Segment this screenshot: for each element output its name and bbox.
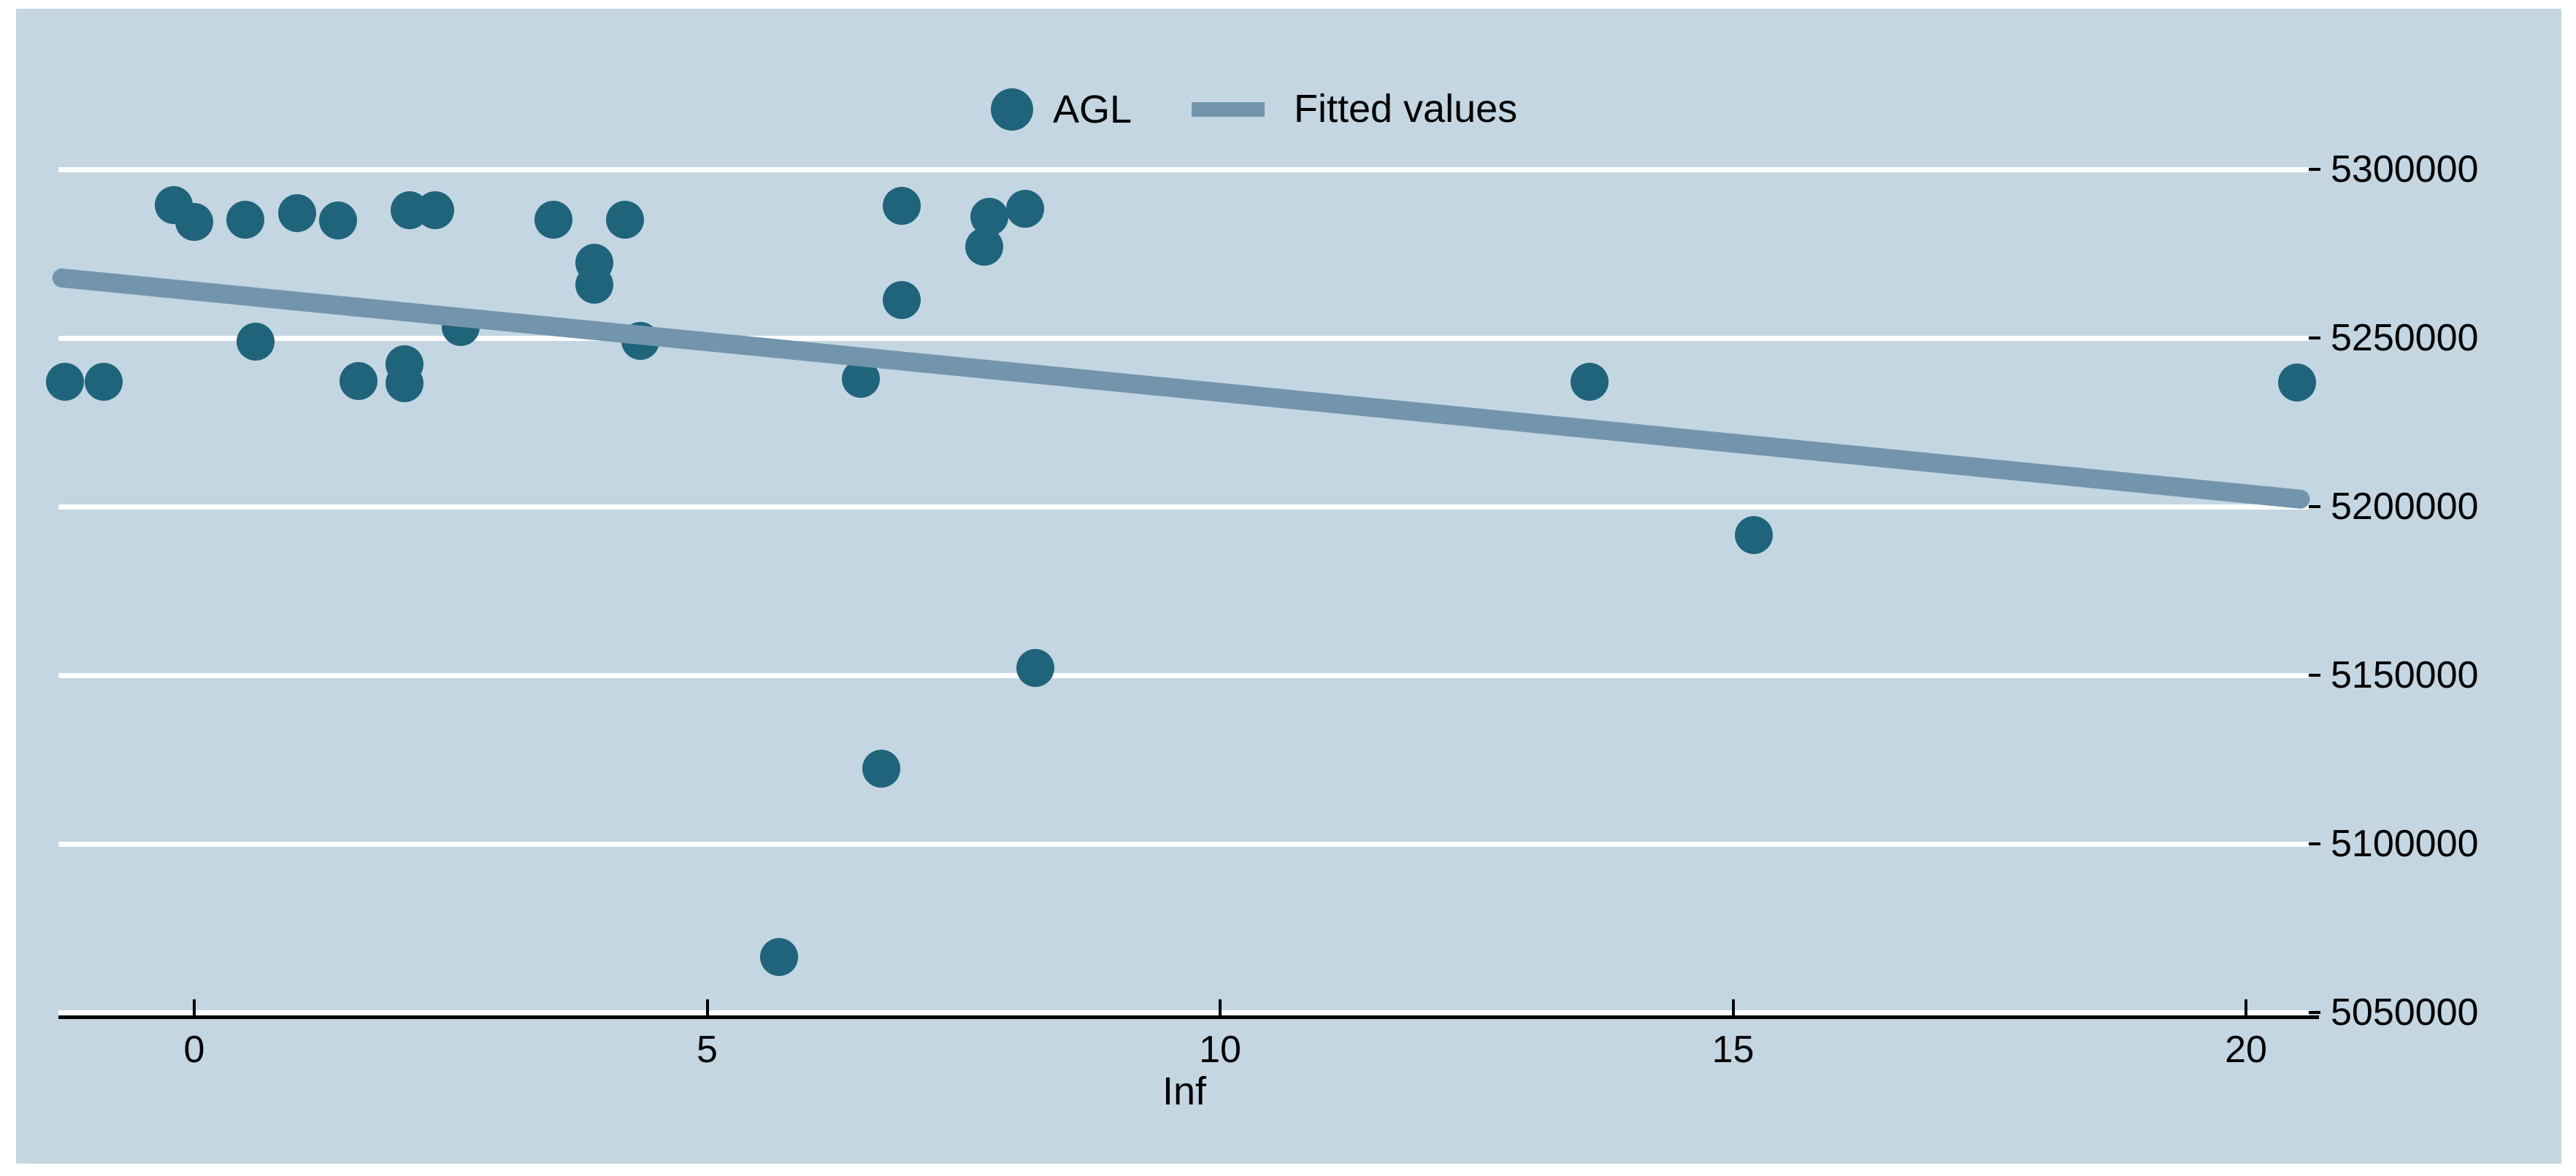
x-tick-label: 20 bbox=[2225, 1029, 2267, 1071]
x-axis-tick bbox=[705, 999, 709, 1015]
legend-marker-line bbox=[1192, 102, 1265, 117]
x-axis-tick bbox=[1219, 999, 1222, 1015]
data-point bbox=[226, 201, 265, 239]
y-axis-tick bbox=[2309, 505, 2320, 508]
data-point bbox=[1734, 516, 1773, 555]
x-tick-label: 10 bbox=[1199, 1029, 1241, 1071]
gridline bbox=[58, 842, 2309, 847]
data-point bbox=[862, 749, 901, 788]
x-tick-label: 0 bbox=[183, 1029, 205, 1071]
x-axis-line bbox=[58, 1015, 2319, 1019]
y-tick-label: 5300000 bbox=[2331, 148, 2479, 191]
data-point bbox=[2278, 364, 2317, 402]
y-tick-label: 5050000 bbox=[2331, 991, 2479, 1034]
legend-marker-circle bbox=[991, 88, 1033, 131]
data-point bbox=[606, 201, 645, 239]
data-point bbox=[970, 197, 1008, 236]
data-point bbox=[1570, 363, 1609, 401]
data-point bbox=[318, 201, 357, 240]
gridline bbox=[58, 673, 2309, 678]
data-point bbox=[883, 280, 921, 319]
data-point bbox=[534, 201, 572, 239]
legend-label-fitted-values: Fitted values bbox=[1294, 87, 1518, 131]
data-point bbox=[575, 266, 613, 304]
data-point bbox=[237, 323, 275, 361]
data-point bbox=[277, 194, 316, 233]
data-point bbox=[175, 202, 213, 241]
data-point bbox=[45, 363, 84, 401]
y-axis-tick bbox=[2309, 168, 2320, 171]
gridline bbox=[58, 504, 2309, 510]
data-point bbox=[85, 363, 123, 401]
y-axis-tick bbox=[2309, 1011, 2320, 1014]
x-axis-tick bbox=[193, 999, 196, 1015]
gridline bbox=[58, 336, 2309, 341]
legend-label-agl: AGL bbox=[1053, 88, 1132, 131]
fitted-line bbox=[52, 268, 2310, 509]
gridline bbox=[58, 1010, 2309, 1015]
y-tick-label: 5100000 bbox=[2331, 823, 2479, 865]
data-point bbox=[883, 187, 921, 226]
data-point bbox=[386, 364, 424, 403]
x-axis-title: Inf bbox=[1162, 1069, 1207, 1113]
x-tick-label: 5 bbox=[697, 1029, 718, 1071]
y-tick-label: 5200000 bbox=[2331, 485, 2479, 528]
y-axis-tick bbox=[2309, 842, 2320, 845]
data-point bbox=[1016, 648, 1055, 687]
y-axis-tick bbox=[2309, 674, 2320, 677]
x-axis-tick bbox=[1731, 999, 1735, 1015]
x-tick-label: 15 bbox=[1711, 1029, 1755, 1071]
data-point bbox=[416, 191, 455, 230]
y-tick-label: 5250000 bbox=[2331, 317, 2479, 359]
data-point bbox=[1006, 190, 1045, 228]
y-axis-tick bbox=[2309, 337, 2320, 339]
data-point bbox=[759, 937, 798, 976]
x-axis-tick bbox=[2245, 999, 2247, 1015]
data-point bbox=[339, 362, 377, 401]
chart-figure: 5300000 5250000 5200000 5150000 5100000 50500… bbox=[16, 9, 2561, 1164]
y-tick-label: 5150000 bbox=[2331, 654, 2479, 696]
gridline bbox=[58, 167, 2309, 172]
